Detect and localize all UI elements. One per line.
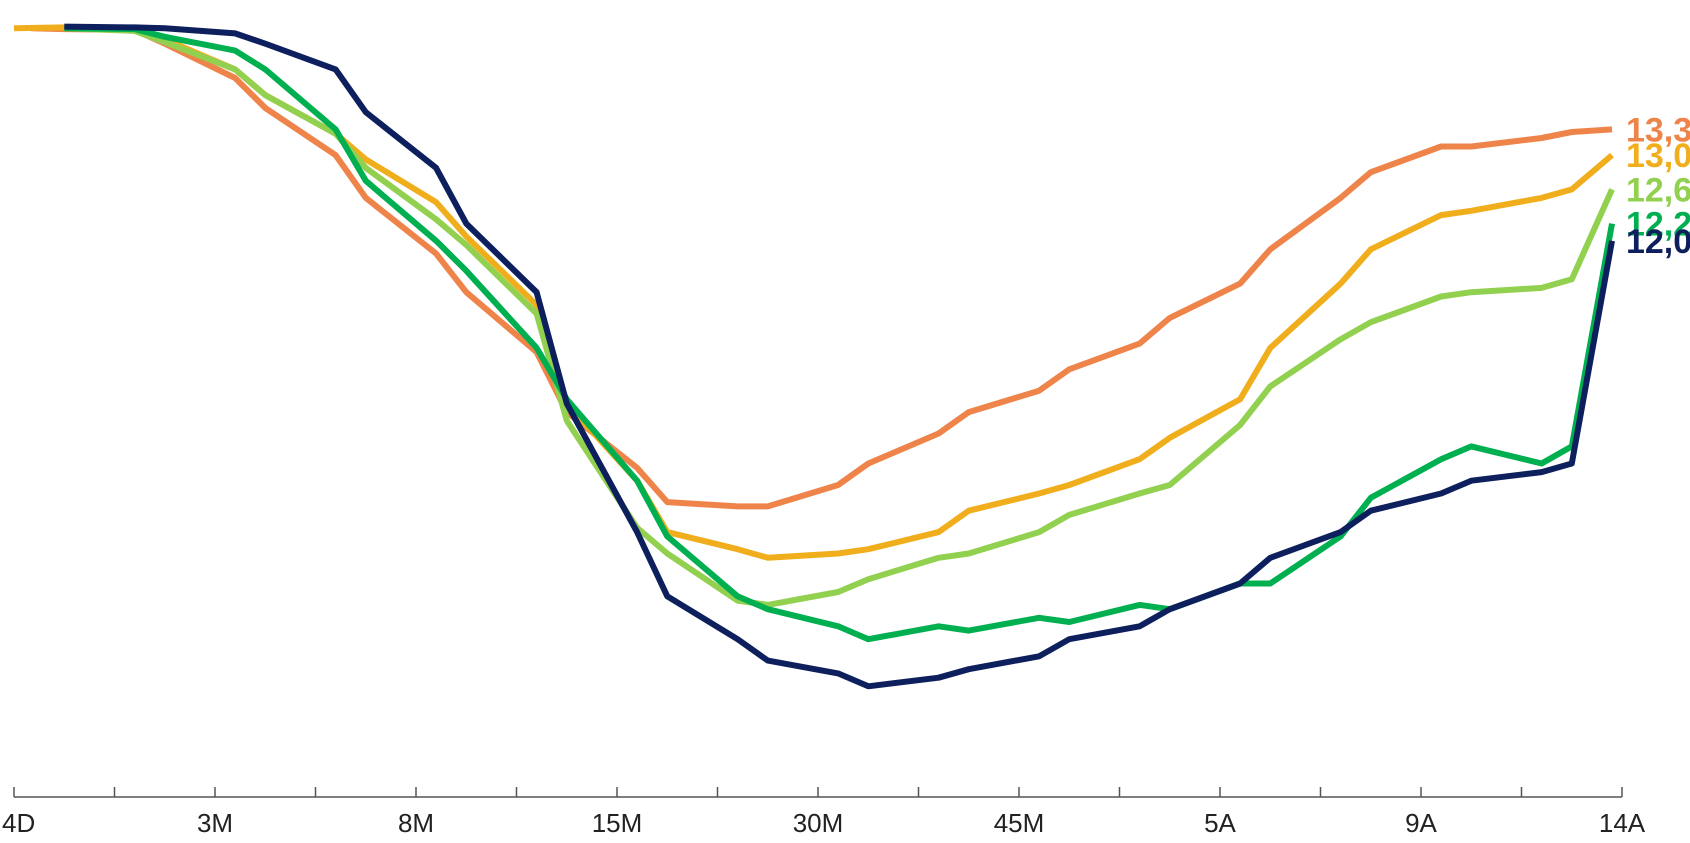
series-end-label: 12,6 (1626, 171, 1690, 209)
series-line (64, 25, 1615, 608)
series-end-label: 13,0 (1626, 137, 1690, 175)
series-end-label: 12,2 (1626, 206, 1690, 244)
series-line (64, 25, 1615, 643)
x-tick-label: 45M (994, 808, 1045, 838)
x-tick-label: 9A (1405, 808, 1437, 838)
x-tick-label: 15M (592, 808, 643, 838)
x-tick-label: 14A (1599, 808, 1646, 838)
x-tick-label: 5A (1204, 808, 1236, 838)
series-line (64, 23, 1615, 690)
end-label-layer: 13,313,012,612,212,0 (1626, 111, 1690, 260)
series-layer (13, 23, 1615, 690)
x-axis-ticks (13, 787, 1623, 797)
x-tick-label: 3M (197, 808, 233, 838)
x-axis-tick-labels: 4D 3M 8M 15M 30M 45M 5A 9A 14A (2, 808, 1646, 838)
x-tick-label: 8M (398, 808, 434, 838)
series-line (31, 25, 1613, 510)
series-line (13, 24, 1614, 561)
series-end-label: 13,3 (1626, 111, 1690, 149)
x-tick-label: 30M (793, 808, 844, 838)
series-end-label: 12,0 (1626, 223, 1690, 261)
x-tick-label: 4D (2, 808, 35, 838)
